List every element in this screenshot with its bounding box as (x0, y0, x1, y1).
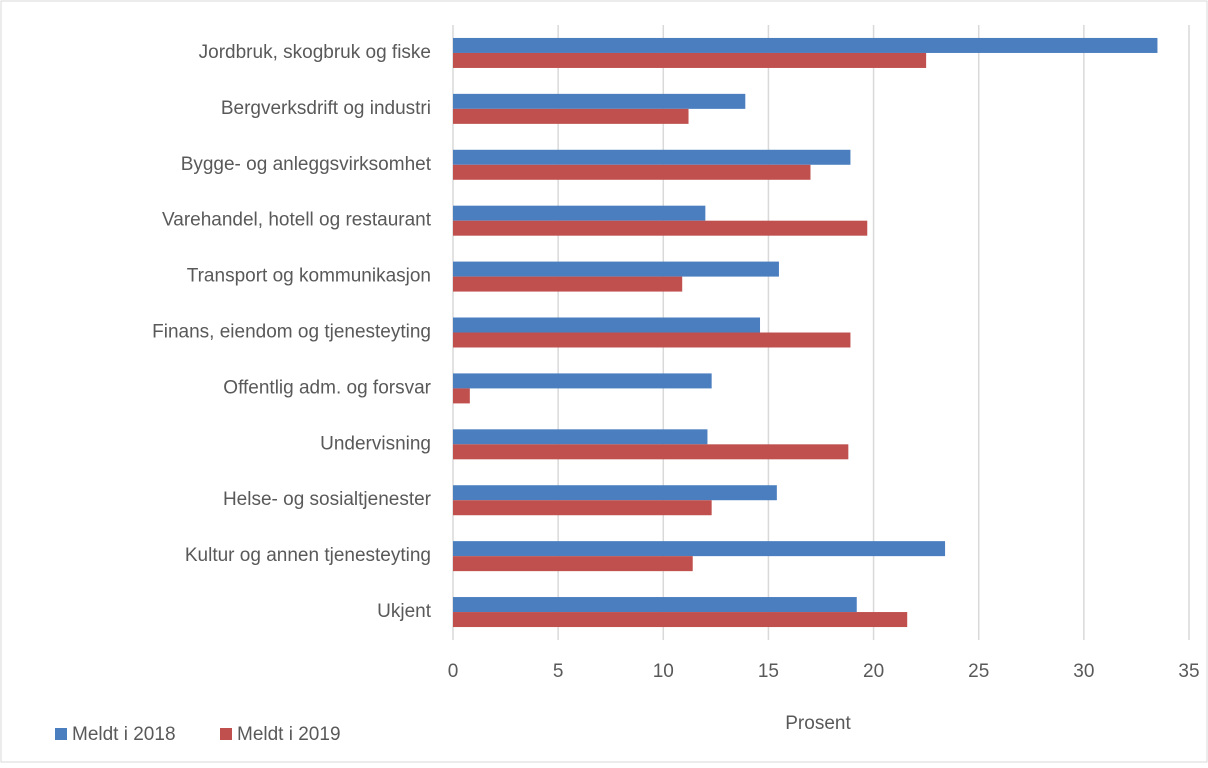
y-tick-label: Jordbruk, skogbruk og fiske (199, 42, 431, 63)
bar (453, 205, 706, 221)
x-tick-label: 0 (448, 661, 459, 682)
bar (453, 276, 683, 292)
y-tick-label: Ukjent (377, 601, 432, 622)
bar (453, 108, 689, 124)
bar (453, 373, 712, 389)
y-tick-label: Bergverksdrift og industri (221, 98, 431, 119)
bar (453, 317, 761, 333)
bar (453, 93, 746, 109)
x-axis-title: Prosent (785, 713, 851, 734)
legend-label: Meldt i 2018 (72, 724, 176, 745)
y-tick-label: Kultur og annen tjenesteyting (185, 545, 431, 566)
legend-swatch (55, 728, 67, 740)
bar (453, 500, 712, 516)
y-tick-label: Undervisning (320, 433, 431, 454)
x-tick-label: 30 (1073, 661, 1094, 682)
bar (453, 332, 851, 348)
bar (453, 388, 470, 404)
bar (453, 52, 927, 68)
bar (453, 597, 857, 613)
x-tick-label: 15 (758, 661, 779, 682)
bar (453, 612, 908, 628)
x-tick-label: 5 (553, 661, 564, 682)
y-tick-label: Transport og kommunikasjon (187, 266, 431, 287)
bar (453, 429, 708, 445)
bar (453, 37, 1158, 53)
bar (453, 556, 693, 572)
bar (453, 541, 946, 557)
legend-label: Meldt i 2019 (237, 724, 341, 745)
x-tick-label: 20 (863, 661, 884, 682)
x-tick-label: 25 (968, 661, 989, 682)
bar (453, 444, 849, 460)
legend-swatch (220, 728, 232, 740)
y-tick-label: Helse- og sosialtjenester (223, 489, 432, 510)
x-tick-label: 10 (653, 661, 674, 682)
bar (453, 149, 851, 165)
bar (453, 261, 779, 277)
bar (453, 164, 811, 180)
y-tick-label: Offentlig adm. og forsvar (223, 377, 431, 398)
y-tick-label: Finans, eiendom og tjenesteyting (152, 322, 431, 343)
y-tick-label: Varehandel, hotell og restaurant (162, 210, 432, 231)
y-tick-label: Bygge- og anleggsvirksomhet (181, 154, 432, 175)
x-tick-label: 35 (1178, 661, 1199, 682)
bar (453, 485, 777, 501)
bar (453, 220, 868, 236)
